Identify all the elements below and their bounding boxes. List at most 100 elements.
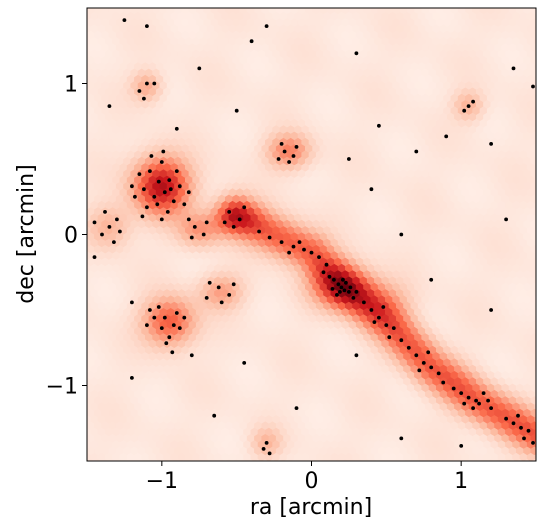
density-cell	[163, 37, 171, 47]
density-cell	[334, 182, 342, 191]
density-cell	[159, 345, 168, 355]
density-cell	[516, 156, 524, 166]
density-cell	[497, 188, 506, 198]
density-cell	[261, 68, 270, 78]
density-cell	[185, 11, 193, 21]
density-cell	[497, 339, 506, 349]
density-cell	[308, 226, 317, 236]
density-cell	[279, 301, 288, 311]
density-cell	[228, 74, 237, 84]
density-cell	[101, 18, 109, 28]
density-cell	[90, 125, 99, 135]
density-cell	[479, 106, 488, 116]
density-cell	[108, 421, 117, 431]
density-cell	[523, 156, 531, 166]
density-cell	[235, 402, 244, 412]
density-cell	[297, 421, 306, 431]
density-cell	[119, 276, 128, 286]
density-cell	[497, 427, 506, 437]
density-cell	[108, 295, 117, 305]
data-point	[159, 326, 164, 330]
density-cell	[461, 188, 470, 198]
density-cell	[199, 377, 208, 387]
data-point	[115, 217, 119, 222]
density-cell	[421, 308, 430, 317]
density-cell	[163, 200, 171, 210]
density-cell	[257, 415, 266, 425]
density-cell	[410, 263, 419, 273]
density-cell	[152, 408, 160, 418]
density-cell	[457, 30, 466, 40]
density-cell	[454, 175, 462, 185]
density-cell	[483, 377, 491, 387]
density-cell	[414, 156, 422, 166]
density-cell	[396, 263, 404, 273]
density-cell	[512, 150, 521, 160]
density-cell	[366, 326, 375, 336]
density-cell	[123, 245, 131, 254]
density-cell	[315, 200, 324, 210]
density-cell	[203, 421, 211, 431]
data-point	[344, 280, 348, 285]
density-cell	[297, 396, 306, 406]
density-cell	[403, 377, 411, 387]
density-cell	[483, 226, 491, 236]
density-cell	[519, 427, 528, 437]
density-cell	[417, 301, 426, 311]
density-cell	[275, 396, 284, 406]
density-cell	[508, 345, 517, 355]
density-cell	[90, 62, 99, 72]
density-cell	[385, 68, 393, 78]
density-cell	[123, 68, 131, 78]
density-cell	[465, 232, 473, 242]
density-cell	[297, 93, 306, 103]
density-cell	[526, 289, 535, 299]
density-cell	[421, 371, 430, 380]
density-cell	[97, 263, 106, 273]
density-cell	[134, 289, 142, 299]
density-cell	[443, 270, 451, 280]
density-cell	[425, 112, 433, 122]
density-cell	[87, 121, 88, 126]
density-cell	[476, 339, 484, 349]
density-cell	[425, 87, 433, 97]
density-cell	[406, 8, 408, 9]
density-cell	[366, 175, 375, 185]
density-cell	[87, 385, 88, 391]
density-cell	[250, 24, 259, 34]
density-cell	[425, 226, 433, 236]
density-cell	[366, 289, 375, 299]
density-cell	[115, 270, 124, 280]
density-cell	[345, 200, 353, 210]
density-cell	[421, 93, 430, 103]
density-cell	[428, 18, 437, 28]
density-cell	[275, 333, 284, 343]
density-cell	[465, 446, 473, 456]
density-cell	[155, 427, 164, 437]
density-cell	[414, 43, 422, 53]
density-cell	[297, 144, 306, 154]
density-cell	[385, 408, 393, 418]
density-cell	[476, 213, 484, 223]
density-cell	[359, 24, 368, 34]
density-cell	[530, 308, 536, 317]
density-cell	[279, 339, 288, 349]
density-cell	[152, 56, 160, 65]
density-cell	[454, 452, 462, 461]
density-cell	[174, 434, 182, 443]
data-point	[148, 169, 152, 174]
density-cell	[417, 37, 426, 47]
density-cell	[363, 358, 371, 368]
density-cell	[396, 352, 404, 362]
density-cell	[439, 452, 448, 461]
density-cell	[432, 352, 440, 362]
density-cell	[254, 106, 262, 116]
density-cell	[519, 352, 528, 362]
density-cell	[319, 282, 328, 292]
density-cell	[301, 175, 310, 185]
density-cell	[268, 358, 277, 368]
density-cell	[243, 314, 251, 324]
density-cell	[301, 213, 310, 223]
density-cell	[352, 24, 360, 34]
density-cell	[530, 295, 536, 305]
